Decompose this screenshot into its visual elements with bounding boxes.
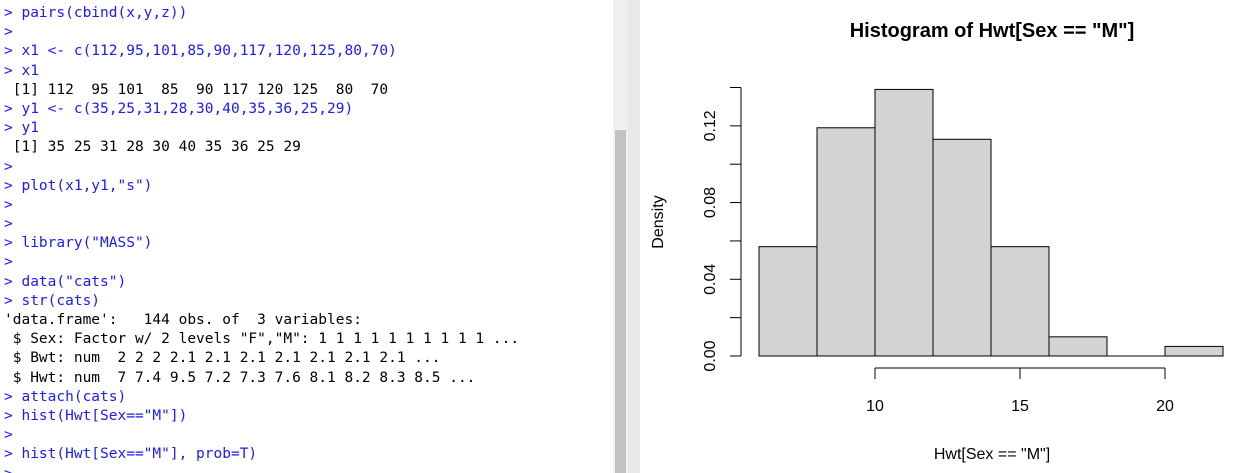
console-command: > hist(Hwt[Sex=="M"], prob=T) [4, 446, 258, 463]
bar [932, 138, 992, 357]
console-output: $ Hwt: num 7 7.4 9.5 7.2 7.3 7.6 8.1 8.2… [4, 369, 476, 386]
console-output: [1] 112 95 101 85 90 117 120 125 80 70 [4, 81, 389, 98]
scrollbar-thumb[interactable] [615, 130, 626, 473]
console-command: > y1 <- c(35,25,31,28,30,40,35,36,25,29) [4, 100, 354, 117]
bar [990, 246, 1050, 357]
console-command: > data("cats") [4, 273, 127, 290]
console-command: > [4, 24, 13, 41]
x-tick-label: 10 [866, 398, 884, 415]
console-command: > attach(cats) [4, 388, 127, 405]
console-command: > [4, 216, 13, 233]
console[interactable]: > pairs(cbind(x,y,z)) > > x1 <- c(112,95,1… [0, 0, 613, 473]
console-output: $ Sex: Factor w/ 2 levels "F","M": 1 1 1… [4, 331, 520, 348]
console-command: > hist(Hwt[Sex=="M"]) [4, 407, 188, 424]
bar [874, 88, 934, 357]
pane-divider[interactable] [628, 0, 640, 473]
console-command: > [4, 158, 13, 175]
y-tick-label: 0.04 [702, 264, 719, 295]
console-command: > x1 [4, 62, 39, 79]
y-tick-label: 0.12 [702, 110, 719, 141]
console-command: > [4, 254, 13, 271]
x-tick-label: 20 [1156, 398, 1174, 415]
x-axis-label: Hwt[Sex == "M"] [934, 446, 1050, 463]
console-command: > [4, 465, 613, 473]
bar [1164, 345, 1224, 357]
console-command: > y1 [4, 120, 39, 137]
console-command: > str(cats) [4, 292, 101, 309]
console-output: 'data.frame': 144 obs. of 3 variables: [4, 312, 362, 328]
bar [816, 127, 876, 357]
console-command: > library("MASS") [4, 235, 153, 252]
y-axis-label: Density [650, 195, 667, 248]
y-tick-label: 0.00 [702, 340, 719, 371]
x-tick-label: 15 [1011, 398, 1029, 415]
console-output: $ Bwt: num 2 2 2 2.1 2.1 2.1 2.1 2.1 2.1… [4, 350, 441, 367]
console-command: > pairs(cbind(x,y,z)) [4, 5, 188, 21]
console-command: > plot(x1,y1,"s") [4, 177, 153, 194]
console-command: > [4, 196, 13, 213]
console-command: > [4, 427, 13, 444]
console-command: > x1 <- c(112,95,101,85,90,117,120,125,8… [4, 43, 397, 60]
console-output: [1] 35 25 31 28 30 40 35 36 25 29 [4, 139, 301, 156]
y-tick-label: 0.08 [702, 187, 719, 218]
bar [758, 246, 818, 357]
bar [1048, 336, 1108, 357]
chart-title: Histogram of Hwt[Sex == "M"] [850, 20, 1135, 42]
